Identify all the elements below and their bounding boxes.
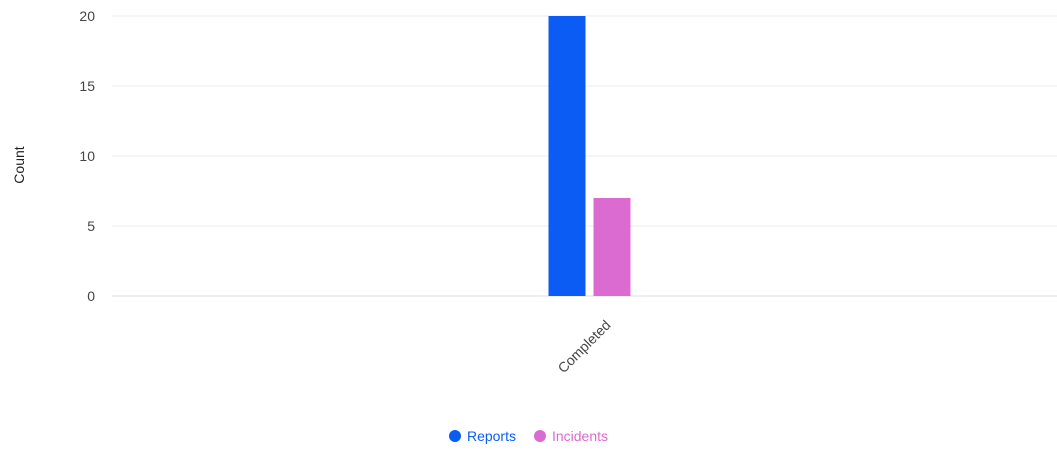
y-tick-label: 20 (79, 8, 95, 24)
bar-chart: 0 5 10 15 20 Completed Count (11, 8, 1057, 376)
y-axis-ticks: 0 5 10 15 20 (79, 8, 95, 304)
y-tick-label: 0 (87, 288, 95, 304)
x-tick-label: Completed (554, 317, 613, 376)
legend-item-reports[interactable]: Reports (448, 428, 516, 444)
y-axis-label: Count (11, 146, 27, 183)
legend-dot-icon (533, 430, 546, 442)
y-tick-label: 10 (79, 148, 95, 164)
y-tick-label: 15 (79, 78, 95, 94)
chart-legend: Reports Incidents (0, 428, 1057, 444)
legend-item-incidents[interactable]: Incidents (533, 428, 609, 444)
legend-label: Incidents (551, 428, 609, 444)
bars (548, 16, 631, 296)
bar-reports-completed[interactable] (548, 16, 586, 296)
y-tick-label: 5 (87, 218, 95, 234)
x-axis-ticks: Completed (554, 317, 613, 376)
bar-incidents-completed[interactable] (593, 198, 631, 296)
legend-dot-icon (448, 430, 461, 442)
legend-label: Reports (466, 428, 516, 444)
